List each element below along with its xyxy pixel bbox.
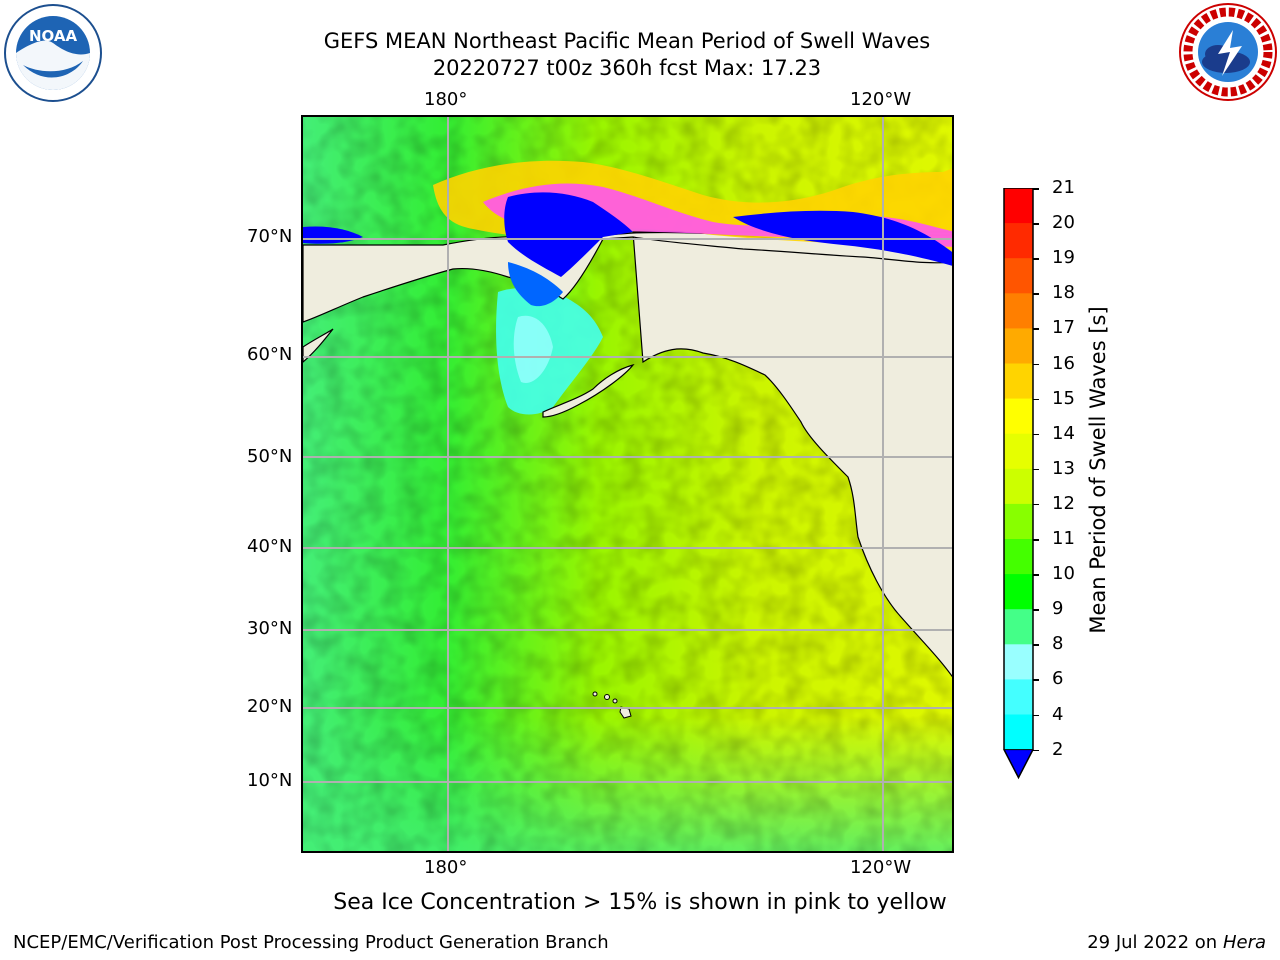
colorbar-tick-label: 21 — [1052, 177, 1075, 198]
colorbar-tick-label: 6 — [1052, 668, 1064, 690]
colorbar-tick-label: 10 — [1052, 563, 1075, 585]
colorbar-tick-label: 9 — [1052, 598, 1064, 620]
colorbar-tick-mark — [1033, 223, 1039, 225]
lat-label-10n: 10°N — [247, 770, 293, 791]
lat-label-50n: 50°N — [247, 446, 293, 467]
lon-label-top-120w: 120°W — [850, 89, 912, 110]
footer-credit: NCEP/EMC/Verification Post Processing Pr… — [13, 932, 609, 953]
colorbar-tick-label: 2 — [1052, 738, 1064, 760]
colorbar-bin — [1004, 574, 1033, 610]
chart-title-line1: GEFS MEAN Northeast Pacific Mean Period … — [323, 29, 931, 53]
colorbar-label: Mean Period of Swell Waves [s] — [1086, 306, 1110, 634]
colorbar-frame — [1003, 188, 1034, 780]
colorbar-tick-mark — [1033, 609, 1039, 611]
colorbar-bin — [1004, 679, 1033, 715]
colorbar-tick-mark — [1033, 468, 1039, 471]
colorbar-tick-mark — [1033, 328, 1039, 330]
colorbar-bin — [1004, 609, 1033, 645]
colorbar-tick-mark — [1033, 574, 1039, 576]
colorbar-tick-label: 18 — [1052, 282, 1075, 304]
lat-label-60n: 60°N — [247, 344, 293, 365]
colorbar-tick-mark — [1033, 188, 1039, 190]
colorbar-tick-label: 16 — [1052, 352, 1075, 374]
colorbar-bin — [1004, 539, 1033, 575]
colorbar-bin — [1004, 328, 1033, 364]
lat-label-30n: 30°N — [247, 618, 293, 639]
arctic-coast-land — [303, 231, 952, 323]
colorbar-bin — [1004, 293, 1033, 329]
lat-label-20n: 20°N — [247, 696, 293, 717]
colorbar-tick-label: 14 — [1052, 422, 1075, 444]
north-america-land — [632, 231, 952, 678]
nws-logo-icon — [1179, 3, 1277, 101]
colorbar-bin — [1004, 714, 1033, 751]
colorbar-bin — [1004, 258, 1033, 294]
colorbar — [1003, 188, 1034, 780]
sea-ice-caption: Sea Ice Concentration > 15% is shown in … — [333, 890, 947, 915]
noaa-logo-text: NOAA — [29, 27, 78, 45]
graticule — [303, 117, 952, 851]
colorbar-bin — [1004, 644, 1033, 680]
colorbar-tick-mark — [1033, 258, 1039, 260]
colorbar-bin — [1004, 223, 1033, 259]
hawaii-islands — [592, 691, 632, 719]
colorbar-bin — [1004, 398, 1033, 435]
map-plot — [301, 115, 954, 853]
colorbar-bin — [1004, 433, 1033, 470]
colorbar-tick-mark — [1033, 749, 1039, 752]
arctic-blue — [504, 192, 633, 277]
footer-host: Hera — [1222, 932, 1266, 953]
colorbar-tick-mark — [1033, 679, 1039, 681]
colorbar-tick-mark — [1033, 398, 1039, 401]
colorbar-tick-mark — [1033, 714, 1039, 716]
colorbar-tick-mark — [1033, 539, 1039, 541]
lon-label-bottom-120w: 120°W — [850, 857, 912, 878]
noaa-logo-icon: NOAA — [4, 4, 102, 102]
colorbar-tick-label: 13 — [1052, 457, 1075, 479]
colorbar-tick-label: 15 — [1052, 387, 1075, 409]
lat-label-70n: 70°N — [247, 226, 293, 247]
footer-date-text: 29 Jul 2022 on — [1087, 932, 1223, 953]
colorbar-tick-mark — [1033, 363, 1039, 365]
lon-label-top-180: 180° — [424, 89, 468, 110]
colorbar-tick-label: 17 — [1052, 317, 1075, 339]
colorbar-tick-mark — [1033, 433, 1039, 436]
footer-date: 29 Jul 2022 on Hera — [1087, 932, 1266, 953]
colorbar-tick-mark — [1033, 644, 1039, 646]
colorbar-bin — [1004, 468, 1033, 505]
colorbar-bin — [1004, 363, 1033, 400]
chart-title-line2: 20220727 t00z 360h fcst Max: 17.23 — [432, 56, 822, 80]
lon-label-bottom-180: 180° — [424, 857, 468, 878]
colorbar-tick-label: 12 — [1052, 492, 1075, 514]
colorbar-tick-label: 4 — [1052, 703, 1064, 725]
colorbar-bin — [1004, 503, 1033, 540]
colorbar-tick-mark — [1033, 503, 1039, 506]
colorbar-tick-mark — [1033, 293, 1039, 295]
colorbar-tick-label: 19 — [1052, 247, 1075, 269]
colorbar-under-arrow — [1003, 749, 1034, 779]
colorbar-bin — [1004, 188, 1033, 224]
lat-label-40n: 40°N — [247, 536, 293, 557]
colorbar-tick-label: 20 — [1052, 212, 1075, 234]
colorbar-tick-label: 11 — [1052, 528, 1075, 549]
colorbar-tick-label: 8 — [1052, 633, 1064, 655]
